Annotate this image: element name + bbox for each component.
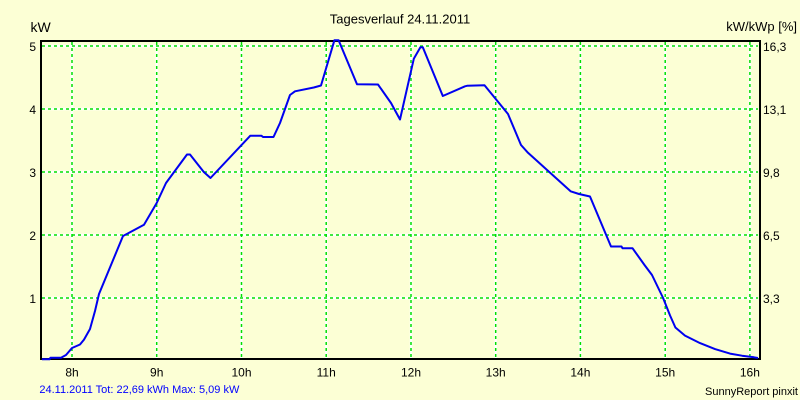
svg-text:11h: 11h: [317, 366, 336, 380]
svg-text:14h: 14h: [570, 366, 590, 380]
svg-text:kW: kW: [31, 19, 52, 35]
svg-text:1: 1: [29, 292, 36, 306]
svg-text:6,5: 6,5: [763, 229, 780, 243]
svg-text:9h: 9h: [150, 366, 163, 380]
svg-text:10h: 10h: [231, 366, 251, 380]
svg-text:2: 2: [29, 229, 36, 243]
svg-text:15h: 15h: [655, 366, 675, 380]
svg-text:Tagesverlauf 24.11.2011: Tagesverlauf 24.11.2011: [330, 12, 470, 27]
svg-text:5: 5: [29, 40, 36, 54]
svg-text:12h: 12h: [401, 366, 421, 380]
svg-text:3: 3: [29, 166, 36, 180]
svg-text:13,1: 13,1: [763, 103, 787, 117]
svg-text:16h: 16h: [740, 366, 760, 380]
svg-text:16,3: 16,3: [763, 40, 787, 54]
svg-text:9,8: 9,8: [763, 166, 780, 180]
svg-text:SunnyReport pinxit: SunnyReport pinxit: [705, 386, 798, 398]
svg-text:kW/kWp [%]: kW/kWp [%]: [726, 19, 797, 34]
svg-text:3,3: 3,3: [763, 292, 780, 306]
svg-text:13h: 13h: [486, 366, 506, 380]
svg-text:24.11.2011 Tot: 22,69 kWh Max:: 24.11.2011 Tot: 22,69 kWh Max: 5,09 kW: [39, 384, 240, 396]
svg-text:8h: 8h: [65, 366, 78, 380]
svg-text:4: 4: [29, 103, 36, 117]
